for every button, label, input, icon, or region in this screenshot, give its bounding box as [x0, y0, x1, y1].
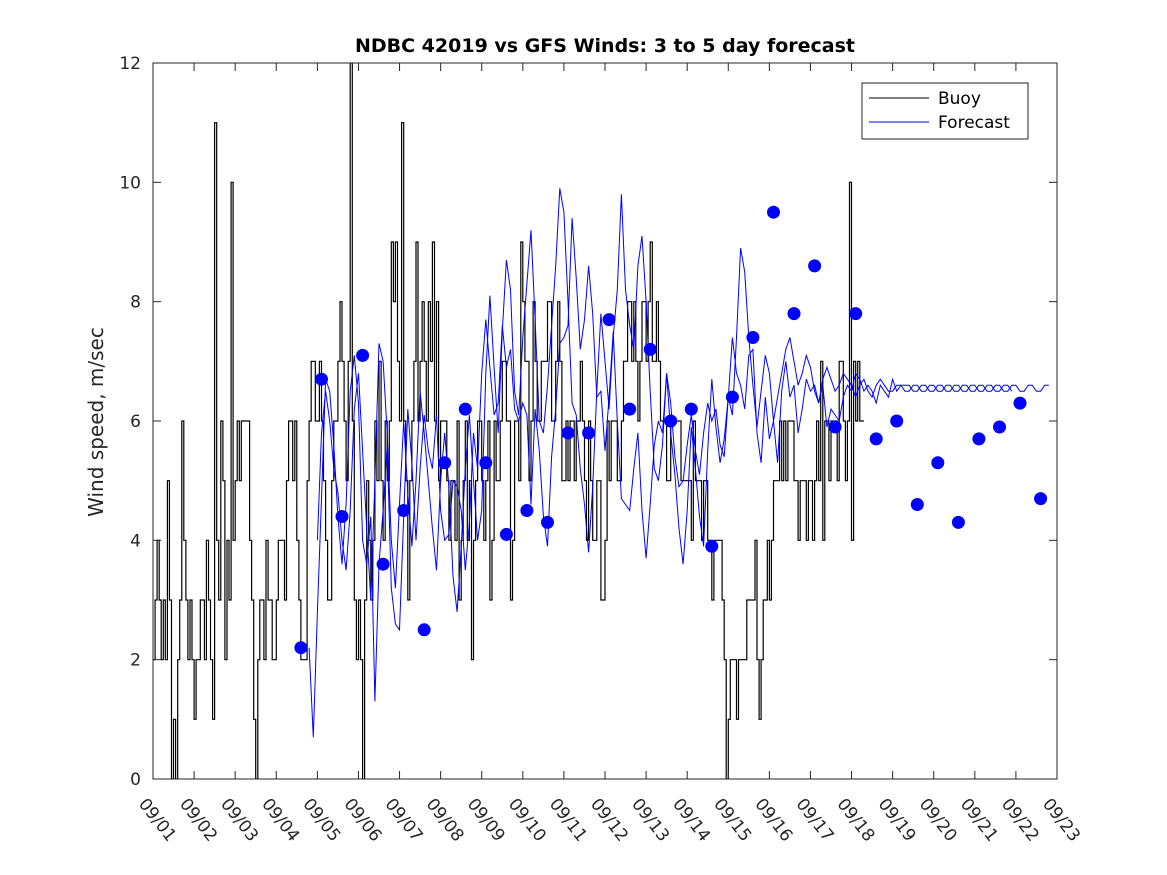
forecast-run-2 — [316, 188, 1049, 612]
forecast-point — [910, 498, 924, 511]
forecast-point — [746, 331, 760, 344]
forecast-point — [643, 342, 657, 356]
forecast-point — [890, 414, 904, 428]
forecast-point — [294, 641, 308, 655]
forecast-point — [828, 420, 842, 434]
y-tick-label: 4 — [130, 531, 141, 551]
forecast-point — [1034, 492, 1048, 506]
legend: Buoy Forecast — [861, 82, 1029, 140]
forecast-point — [623, 402, 637, 416]
forecast-point — [335, 510, 349, 523]
legend-box — [861, 82, 1029, 140]
forecast-series — [308, 188, 1049, 738]
chart-title: NDBC 42019 vs GFS Winds: 3 to 5 day fore… — [355, 35, 855, 57]
y-tick-label: 8 — [130, 293, 141, 313]
forecast-point — [417, 623, 431, 637]
forecast-point — [869, 432, 883, 446]
forecast-point — [315, 372, 328, 386]
forecast-point — [931, 456, 945, 470]
legend-forecast-label: Forecast — [938, 113, 1010, 133]
legend-buoy-label: Buoy — [938, 89, 981, 109]
forecast-point — [1013, 396, 1027, 410]
forecast-point — [602, 313, 616, 327]
forecast-point — [438, 456, 452, 470]
forecast-point — [520, 504, 534, 517]
forecast-point — [993, 420, 1006, 434]
forecast-point — [582, 426, 596, 440]
forecast-point — [972, 432, 986, 446]
forecast-point — [705, 539, 719, 553]
forecast-point — [951, 515, 965, 529]
y-tick-label: 10 — [119, 173, 141, 193]
forecast-point — [849, 307, 863, 321]
forecast-point — [356, 348, 370, 362]
forecast-point — [767, 205, 780, 219]
forecast-run-1 — [308, 218, 1013, 738]
buoy-series — [153, 63, 864, 779]
y-tick-label: 12 — [119, 54, 141, 74]
forecast-point — [458, 402, 472, 416]
forecast-point — [479, 456, 493, 470]
forecast-point — [376, 557, 390, 571]
forecast-point — [561, 426, 575, 440]
forecast-point — [725, 390, 739, 404]
y-tick-label: 2 — [130, 651, 141, 671]
forecast-point — [541, 515, 554, 529]
forecast-point — [808, 259, 822, 273]
y-tick-label: 6 — [130, 412, 141, 432]
y-axis-label: Wind speed, m/sec — [84, 327, 108, 517]
forecast-points — [294, 205, 1048, 655]
buoy-line — [153, 63, 864, 779]
forecast-point — [787, 307, 801, 321]
forecast-point — [397, 504, 411, 517]
y-tick-label: 0 — [130, 770, 141, 790]
forecast-point — [664, 414, 678, 428]
forecast-point — [684, 402, 698, 416]
forecast-point — [499, 527, 513, 541]
